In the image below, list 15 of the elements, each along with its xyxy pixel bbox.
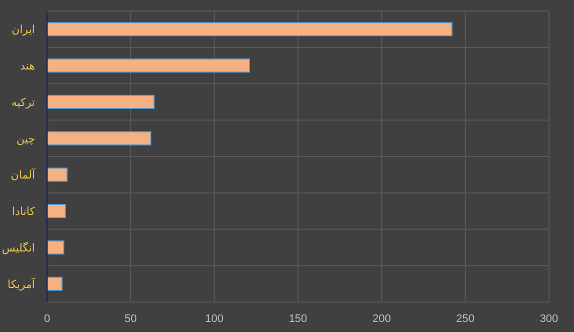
x-tick-label: 0 <box>44 313 50 325</box>
y-tick-label: ترکیه <box>11 96 35 109</box>
y-tick-label: آمریکا <box>7 276 36 291</box>
x-tick-label: 250 <box>456 313 475 325</box>
x-tick-label: 50 <box>124 313 137 325</box>
y-tick-label: چین <box>16 132 35 146</box>
x-tick-label: 200 <box>372 313 391 325</box>
y-tick-label: انگلیس <box>2 241 35 254</box>
y-tick-label: ایران <box>12 23 35 36</box>
y-tick-label: آلمان <box>10 168 36 182</box>
x-tick-label: 300 <box>540 313 558 325</box>
y-tick-label: کانادا <box>12 205 36 218</box>
x-tick-label: 100 <box>205 313 224 325</box>
x-tick-label: 150 <box>288 313 308 325</box>
y-tick-label: هند <box>20 60 36 73</box>
